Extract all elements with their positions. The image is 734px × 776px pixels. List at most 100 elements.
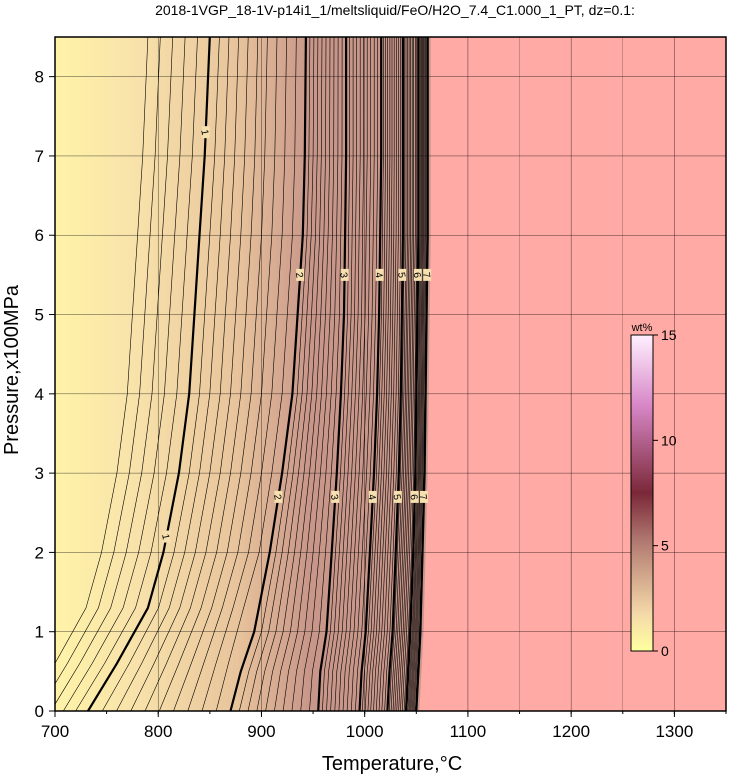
thin-contour: [392, 37, 408, 711]
y-tick-label: 7: [35, 147, 44, 166]
colorbar-unit: wt%: [631, 322, 653, 334]
thin-contour: [102, 37, 220, 711]
thin-contour: [351, 37, 375, 711]
contour-label: 1: [159, 533, 171, 541]
contour-label: 6: [407, 493, 419, 501]
contour-label-bg: [423, 268, 432, 281]
contour-label: 2: [293, 271, 305, 279]
colorbar-tick-label: 15: [661, 327, 677, 343]
thin-contour: [389, 37, 405, 711]
thin-contour: [55, 37, 161, 685]
thin-contour: [63, 37, 186, 711]
thin-contour: [144, 37, 249, 711]
x-axis-title: Temperature,°C: [322, 753, 462, 775]
melt-region: [55, 37, 458, 711]
thin-contour: [256, 37, 319, 711]
contour-level-3: [317, 37, 348, 711]
colorbar-tick-label: 0: [661, 643, 669, 659]
thin-contour: [394, 37, 410, 711]
thin-contour: [187, 37, 278, 711]
thin-contour: [381, 37, 399, 711]
y-tick-label: 4: [35, 385, 44, 404]
thin-contour: [291, 37, 335, 711]
contour-label-bg: [162, 530, 171, 543]
thin-contour: [282, 37, 331, 711]
thin-contour: [384, 37, 401, 711]
contour-label: 4: [372, 271, 384, 279]
contour-level-7: [415, 37, 429, 711]
thin-contour: [55, 37, 149, 664]
thin-contour: [265, 37, 323, 711]
thin-contour: [408, 37, 422, 711]
y-tick-label: 5: [35, 306, 44, 325]
thin-contour: [396, 37, 411, 711]
thin-contour: [215, 37, 297, 711]
thin-contour: [378, 37, 397, 711]
x-tick-label: 700: [41, 722, 69, 741]
contour-label-bg: [410, 490, 419, 503]
contour-label-bg: [340, 268, 349, 281]
contour-label: 2: [271, 493, 283, 501]
thin-contour: [412, 37, 426, 711]
thin-contour: [309, 37, 343, 711]
contour-level-6: [404, 37, 420, 711]
thin-contour: [413, 37, 427, 711]
y-tick-label: 1: [35, 623, 44, 642]
thin-contour: [376, 37, 395, 711]
plot-frame: [54, 36, 727, 712]
contour-label-bg: [419, 490, 428, 503]
thin-contour: [334, 37, 361, 711]
thin-contour: [373, 37, 393, 711]
thin-contour: [274, 37, 327, 711]
thin-contour: [342, 37, 368, 711]
thin-contour: [390, 37, 407, 711]
thin-contour: [55, 37, 173, 705]
x-tick-label: 800: [144, 722, 172, 741]
thin-contour: [411, 37, 425, 711]
thin-contour: [370, 37, 391, 711]
contour-label-bg: [331, 490, 340, 503]
y-tick-label: 8: [35, 68, 44, 87]
thin-contour: [355, 37, 378, 711]
thin-contour: [116, 37, 230, 711]
thin-contour: [407, 37, 421, 711]
colorbar-tick-label: 10: [661, 432, 677, 448]
grid-layer: [54, 37, 726, 712]
thin-contour: [400, 37, 414, 711]
x-tick-label: 1100: [450, 722, 487, 741]
contour-label-bg: [296, 268, 305, 281]
thin-contour: [239, 37, 311, 711]
y-tick-label: 6: [35, 226, 44, 245]
y-tick-label: 0: [35, 702, 44, 721]
contour-label-bg: [201, 126, 210, 139]
contour-label: 5: [395, 271, 407, 279]
contour-label: 7: [417, 493, 429, 501]
thin-contour: [130, 37, 239, 711]
thin-contour: [398, 37, 413, 711]
x-tick-label: 1300: [655, 722, 693, 741]
thin-contour: [402, 37, 416, 711]
thin-contour: [367, 37, 388, 711]
x-tick-label: 900: [247, 722, 275, 741]
thin-contour: [362, 37, 384, 711]
thin-contour: [300, 37, 339, 711]
contour-level-1: [87, 37, 211, 711]
thin-contour: [364, 37, 386, 711]
chart-title: 2018-1VGP_18-1V-p14i1_1/meltsliquid/FeO/…: [155, 2, 635, 18]
contour-label-bg: [413, 268, 422, 281]
plot-area: [55, 37, 726, 711]
thin-contour: [75, 37, 198, 711]
contour-label: 6: [410, 271, 422, 279]
y-tick-label: 2: [35, 543, 44, 562]
thin-contour: [322, 37, 350, 711]
thin-contour: [173, 37, 268, 711]
contour-level-4: [358, 37, 383, 711]
contour-label-bg: [398, 268, 407, 281]
contour-label-bg: [375, 268, 384, 281]
contour-label-bg: [274, 490, 283, 503]
thin-contour: [326, 37, 354, 711]
